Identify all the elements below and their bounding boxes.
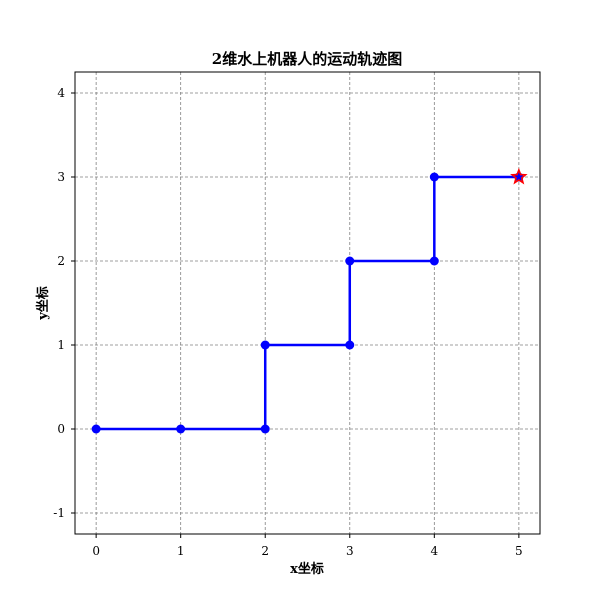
trajectory-line: [96, 175, 519, 431]
x-tick-label: 1: [177, 544, 185, 558]
x-tick-label: 2: [261, 544, 269, 558]
y-tick-label: 3: [57, 170, 65, 184]
trajectory-point: [345, 340, 355, 350]
y-tick-label: 1: [57, 338, 65, 352]
x-axis: 0 1 2 3 4 5: [92, 534, 523, 558]
x-tick-label: 5: [515, 544, 523, 558]
plot-frame: [74, 71, 541, 535]
y-axis: -1 0 1 2 3 4: [53, 86, 75, 520]
trajectory-point: [429, 256, 439, 266]
chart-title: 2维水上机器人的运动轨迹图: [212, 50, 402, 68]
trajectory-point: [176, 424, 186, 434]
grid: [75, 72, 540, 534]
series-layer: [91, 167, 528, 434]
x-axis-label: x坐标: [290, 561, 324, 577]
y-tick-label: 4: [57, 86, 65, 100]
trajectory-point: [260, 424, 270, 434]
x-tick-label: 3: [346, 544, 354, 558]
y-axis-label: y坐标: [35, 286, 51, 321]
trajectory-point: [260, 340, 270, 350]
trajectory-point: [345, 256, 355, 266]
x-tick-label: 4: [430, 544, 438, 558]
y-tick-label: -1: [53, 506, 65, 520]
trajectory-point: [91, 424, 101, 434]
x-tick-label: 0: [92, 544, 100, 558]
end-star-marker: [510, 167, 528, 185]
trajectory-point: [429, 172, 439, 182]
y-tick-label: 2: [57, 254, 65, 268]
y-tick-label: 0: [57, 422, 65, 436]
